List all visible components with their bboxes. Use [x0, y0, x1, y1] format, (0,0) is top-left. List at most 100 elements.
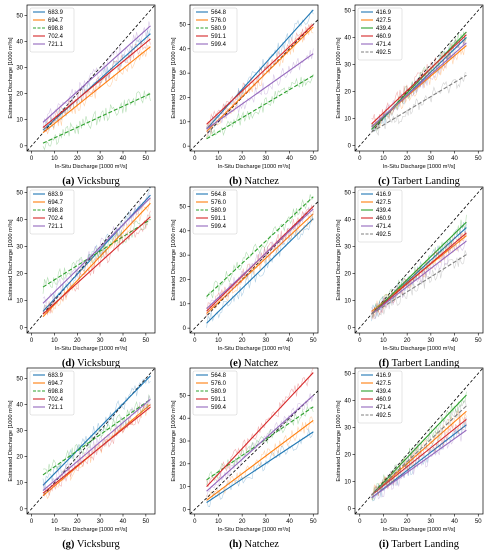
x-tick-label: 20: [239, 519, 246, 525]
y-tick-label: 30: [16, 66, 23, 72]
fit-line-439.4: [371, 394, 467, 496]
caption-letter: (d): [62, 358, 75, 369]
y-axis-label: Estimated Discharge [1000 m³/s]: [8, 400, 14, 482]
subplot-8: 00 10 10 20 20 30 30 40 40 50 50 In-Situ Discharge …: [171, 367, 319, 550]
fit-line-460.9: [371, 34, 467, 125]
fit-line-698.8: [42, 218, 151, 288]
x-tick-label: 50: [475, 338, 482, 344]
subplot-5: 00 10 10 20 20 30 30 40 40 50 50 In-Situ Discharge …: [171, 186, 319, 369]
y-tick-label: 40: [344, 217, 351, 223]
x-tick-label: 50: [143, 519, 150, 525]
legend-label-591.1: 591.1: [211, 216, 227, 222]
y-tick-label: 20: [179, 277, 186, 283]
x-tick-label: 10: [380, 156, 387, 162]
caption-letter: (i): [379, 539, 389, 550]
legend-label-492.5: 492.5: [376, 413, 392, 419]
subplot-7: 00 10 10 20 20 30 30 40 40 50 50 In-Situ Discharge …: [8, 367, 156, 550]
x-tick-label: 30: [428, 338, 435, 344]
caption-letter: (c): [378, 176, 390, 187]
fit-line-702.4: [42, 216, 151, 315]
y-tick-label: 10: [179, 485, 186, 491]
legend-box: [192, 189, 238, 235]
y-axis-label: Estimated Discharge [1000 m³/s]: [171, 400, 177, 482]
subplot-3: 00 10 10 20 20 30 30 40 40 50 50 In-Situ Discharge …: [336, 4, 484, 187]
y-tick-label: 10: [179, 120, 186, 126]
x-tick-label: 40: [451, 338, 458, 344]
x-tick-label: 50: [475, 519, 482, 525]
legend-label-599.4: 599.4: [211, 405, 227, 411]
y-tick-label: 40: [179, 47, 186, 53]
raw-trace-702.4: [42, 210, 151, 316]
fit-line-576.0: [206, 213, 314, 314]
x-tick-label: 0: [193, 519, 197, 525]
x-tick-label: 40: [120, 156, 127, 162]
legend-box: [192, 7, 238, 53]
x-axis-label: In-Situ Discharge [1000 m³/s]: [383, 346, 456, 352]
y-tick-label: 0: [20, 507, 24, 513]
y-tick-label: 30: [16, 429, 23, 435]
legend: 683.9 694.7 698.8 702.4 721.1: [29, 370, 75, 416]
y-tick-label: 50: [344, 371, 351, 377]
y-tick-label: 10: [344, 299, 351, 305]
x-tick-label: 50: [475, 156, 482, 162]
subfigure-caption: (e) Natchez: [230, 358, 279, 369]
legend-label-576.0: 576.0: [211, 381, 227, 387]
raw-trace-702.4: [42, 404, 151, 497]
x-tick-label: 40: [120, 519, 127, 525]
legend-box: [29, 370, 75, 416]
legend-label-702.4: 702.4: [48, 34, 64, 40]
raw-trace-698.8: [42, 394, 151, 474]
x-tick-label: 50: [310, 156, 317, 162]
legend-label-698.8: 698.8: [48, 389, 64, 395]
y-tick-label: 20: [16, 92, 23, 98]
caption-station: Tarbert Landing: [389, 358, 460, 369]
raw-trace-721.1: [42, 193, 151, 305]
legend-label-694.7: 694.7: [48, 200, 64, 206]
legend-label-698.8: 698.8: [48, 208, 64, 214]
x-tick-label: 10: [380, 338, 387, 344]
legend-label-721.1: 721.1: [48, 42, 64, 48]
legend-label-721.1: 721.1: [48, 224, 64, 230]
y-tick-label: 10: [344, 117, 351, 123]
legend-box: [29, 189, 75, 235]
raw-trace-471.4: [371, 40, 467, 131]
y-tick-label: 10: [179, 302, 186, 308]
subplot-2: 00 10 10 20 20 30 30 40 40 50 50 In-Situ Discharge …: [171, 4, 319, 187]
y-tick-label: 0: [183, 326, 187, 332]
fit-line-492.5: [371, 74, 467, 133]
x-tick-label: 0: [30, 338, 34, 344]
legend: 564.8 576.0 580.9 591.1 599.4: [192, 189, 238, 235]
legend-label-439.4: 439.4: [376, 208, 392, 214]
x-tick-label: 30: [263, 156, 270, 162]
legend-label-416.9: 416.9: [376, 192, 392, 198]
x-tick-label: 0: [358, 156, 362, 162]
legend-label-591.1: 591.1: [211, 34, 227, 40]
subfigure-caption: (a) Vicksburg: [62, 176, 120, 187]
legend-label-698.8: 698.8: [48, 26, 64, 32]
x-tick-label: 20: [404, 156, 411, 162]
x-tick-label: 20: [404, 338, 411, 344]
x-axis-label: In-Situ Discharge [1000 m³/s]: [218, 164, 291, 170]
x-tick-label: 20: [239, 156, 246, 162]
fit-line-580.9: [206, 196, 314, 297]
fit-line-721.1: [42, 197, 151, 304]
x-tick-label: 40: [286, 338, 293, 344]
legend-label-460.9: 460.9: [376, 216, 392, 222]
x-tick-label: 0: [30, 519, 34, 525]
raw-trace-694.7: [42, 45, 151, 135]
legend-label-721.1: 721.1: [48, 405, 64, 411]
legend-label-591.1: 591.1: [211, 397, 227, 403]
fit-line-460.9: [371, 418, 467, 496]
x-tick-label: 10: [51, 156, 58, 162]
legend-label-460.9: 460.9: [376, 397, 392, 403]
y-tick-label: 0: [348, 144, 352, 150]
x-tick-label: 20: [404, 519, 411, 525]
legend-label-576.0: 576.0: [211, 18, 227, 24]
subfigure-caption: (b) Natchez: [229, 176, 279, 187]
x-axis-label: In-Situ Discharge [1000 m³/s]: [218, 346, 291, 352]
y-tick-label: 20: [179, 95, 186, 101]
y-tick-label: 50: [344, 190, 351, 196]
x-tick-label: 0: [30, 156, 34, 162]
y-tick-label: 40: [16, 403, 23, 409]
